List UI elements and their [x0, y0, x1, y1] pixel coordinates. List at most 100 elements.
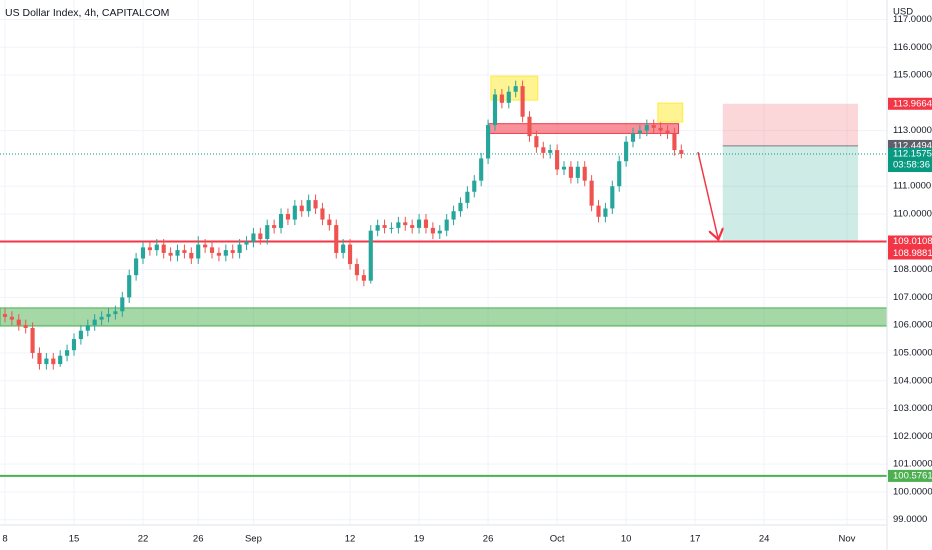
candle-body: [92, 319, 97, 326]
candle-body: [306, 200, 311, 212]
candle-body: [175, 250, 180, 256]
candle-body: [127, 275, 132, 298]
arrow: [697, 151, 718, 238]
candle-body: [285, 214, 291, 220]
zone: [0, 307, 887, 327]
candle-body: [147, 247, 152, 251]
price-label: 108.9881: [893, 248, 932, 259]
candle-body: [258, 233, 263, 240]
candle-body: [120, 297, 125, 312]
candle-body: [168, 252, 173, 256]
candle-body: [416, 219, 422, 228]
target-zone: [722, 145, 859, 242]
x-tick-label: 26: [193, 534, 204, 545]
y-tick-label: 104.0000: [893, 375, 932, 386]
candle-body: [299, 205, 304, 212]
candle-body: [320, 208, 325, 220]
x-tick-label: 24: [759, 534, 770, 545]
y-tick-label: 103.0000: [893, 403, 932, 414]
candle-body: [610, 186, 615, 209]
candle-body: [313, 200, 318, 209]
y-tick-label: 101.0000: [893, 459, 932, 470]
candle-body: [444, 219, 449, 231]
candle-body: [555, 150, 560, 170]
candle-body: [410, 225, 415, 228]
stop-zone: [722, 103, 859, 146]
candle-body: [16, 319, 21, 326]
price-label-bg: [888, 469, 932, 482]
candle-body: [161, 244, 166, 253]
price-label: 100.5761: [893, 470, 932, 481]
candle-body: [278, 214, 284, 228]
x-tick-label: 17: [690, 534, 701, 545]
candle-body: [71, 339, 77, 351]
candle-body: [486, 125, 491, 159]
candle-body: [189, 252, 194, 259]
candle-body: [465, 191, 470, 203]
y-tick-label: 105.0000: [893, 347, 932, 358]
y-tick-label: 115.0000: [893, 70, 932, 81]
candle-body: [327, 219, 332, 226]
x-tick-label: Sep: [245, 534, 262, 545]
y-tick-label: 99.0000: [893, 514, 927, 525]
last-price-label: 112.1575: [893, 149, 932, 160]
highlight-box: [487, 123, 680, 134]
plot-area: [0, 75, 887, 477]
candle-body: [603, 208, 608, 217]
candle-body: [368, 230, 373, 281]
candle-body: [423, 219, 429, 228]
candle-body: [679, 150, 684, 154]
x-tick-label: Oct: [550, 534, 565, 545]
candle-body: [568, 166, 573, 178]
x-tick-label: 8: [2, 534, 7, 545]
candle-body: [382, 225, 387, 228]
candle-body: [37, 352, 42, 365]
candle-body: [582, 166, 587, 181]
y-tick-label: 108.0000: [893, 264, 932, 275]
price-label: 112.4494: [893, 140, 932, 151]
x-tick-label: Nov: [839, 534, 856, 545]
y-tick-label: 107.0000: [893, 292, 932, 303]
price-label-bg: [888, 247, 932, 260]
candle-body: [479, 158, 484, 181]
candle-body: [527, 116, 532, 137]
candle-body: [430, 227, 435, 234]
candle-body: [85, 325, 90, 331]
y-tick-label: 102.0000: [893, 431, 932, 442]
x-tick-label: 15: [69, 534, 80, 545]
candle-body: [541, 147, 546, 153]
candle-body: [251, 233, 256, 242]
candle-body: [209, 247, 215, 253]
candle-body: [575, 166, 580, 178]
candle-body: [403, 222, 408, 226]
candle-body: [23, 325, 28, 328]
candle-body: [237, 244, 242, 253]
candle-body: [196, 244, 201, 259]
candle-body: [644, 125, 649, 131]
price-label-bg: [888, 235, 932, 248]
x-tick-label: 19: [414, 534, 425, 545]
candle-body: [292, 205, 297, 220]
candle-body: [637, 130, 642, 134]
last-price-bg: [888, 148, 932, 173]
candle-body: [244, 241, 249, 245]
candle-body: [437, 230, 442, 234]
candle-body: [2, 314, 8, 317]
candle-body: [99, 316, 104, 320]
candle-body: [651, 125, 656, 128]
x-tick-label: 12: [345, 534, 356, 545]
candle-body: [216, 252, 221, 256]
candle-body: [113, 311, 118, 315]
candle-body: [506, 91, 511, 103]
candle-body: [589, 180, 594, 206]
candle-body: [182, 250, 187, 253]
candle-body: [472, 180, 477, 192]
candle-body: [630, 133, 636, 142]
highlight-box: [657, 102, 684, 123]
axes: 99.0000 100.0000 101.0000 102.0000 103.0000 1…: [2, 14, 932, 545]
candle-body: [230, 250, 235, 253]
candle-body: [665, 130, 670, 134]
candle-body: [534, 136, 539, 148]
